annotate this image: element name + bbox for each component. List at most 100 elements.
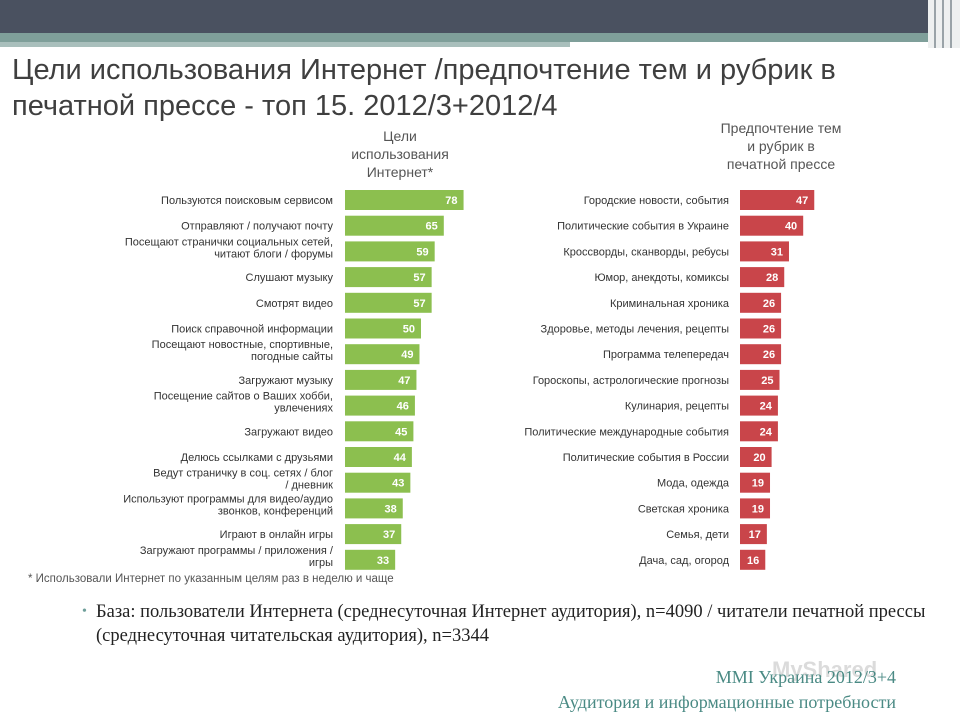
internet-bar (345, 498, 403, 519)
internet-bar (345, 524, 402, 545)
header-accent-stripe (0, 33, 960, 42)
internet-bar (345, 549, 396, 570)
internet-value-label: 33 (377, 555, 389, 567)
bullet-icon: • (82, 604, 87, 619)
header-accent-stripe-light (0, 42, 570, 47)
press-bar (740, 292, 782, 313)
header-divider (570, 44, 888, 47)
internet-value-label: 78 (445, 195, 457, 207)
press-value-label: 24 (760, 401, 773, 413)
press-category-label: Мода, одежда (657, 478, 730, 490)
right-chart-heading: Предпочтение тем и рубрик в печатной пре… (720, 120, 842, 172)
press-category-label: Кулинария, рецепты (625, 401, 729, 413)
internet-bar (345, 447, 412, 467)
internet-bar (345, 421, 414, 442)
sample-base-note: • База: пользователи Интернета (среднесу… (82, 600, 926, 648)
internet-value-label: 65 (426, 221, 438, 233)
press-value-label: 26 (763, 324, 775, 336)
press-category-label: Гороскопы, астрологические прогнозы (533, 375, 729, 387)
press-bar (740, 421, 778, 442)
internet-value-label: 57 (413, 272, 425, 284)
internet-bar (345, 292, 432, 313)
press-category-label: Юмор, анекдоты, комиксы (595, 272, 730, 284)
sample-base-text: База: пользователи Интернета (среднесуто… (96, 602, 926, 646)
internet-category-label: Загружают музыку (238, 375, 333, 387)
internet-value-label: 38 (385, 503, 397, 515)
internet-bar (345, 241, 435, 262)
watermark-logo: MyShared (772, 657, 878, 682)
internet-value-label: 49 (401, 349, 413, 361)
press-category-label: Светская хроника (638, 503, 730, 515)
press-value-label: 25 (761, 375, 773, 387)
press-bar (740, 318, 782, 339)
press-bar (740, 267, 785, 288)
internet-value-label: 37 (383, 529, 395, 541)
internet-bar (345, 472, 411, 493)
press-value-label: 31 (771, 246, 783, 258)
bar-charts: 78 Пользуются поисковым сервисом 65 Отправл… (123, 190, 815, 570)
header-bar (0, 0, 960, 33)
press-value-label: 28 (766, 272, 778, 284)
internet-bar (345, 318, 421, 339)
press-value-label: 19 (752, 503, 764, 515)
press-bar (740, 241, 789, 262)
press-value-label: 24 (760, 426, 773, 438)
press-bar (740, 549, 766, 570)
chart-footnote: * Использовали Интернет по указанным цел… (28, 573, 394, 585)
internet-value-label: 46 (397, 401, 409, 413)
press-value-label: 40 (785, 221, 797, 233)
internet-value-label: 57 (413, 298, 425, 310)
internet-value-label: 43 (392, 478, 404, 490)
press-value-label: 26 (763, 349, 775, 361)
press-category-label: Политические международные события (524, 426, 729, 438)
internet-bar (345, 190, 464, 210)
press-category-label: Кроссворды, сканворды, ребусы (563, 246, 729, 258)
press-bar (740, 447, 772, 467)
internet-category-label: Смотрят видео (256, 298, 333, 310)
internet-category-label: Играют в онлайн игры (220, 529, 333, 541)
internet-category-label: Поиск справочной информации (171, 324, 333, 336)
press-category-label: Политические события в России (563, 452, 729, 464)
internet-category-label: Посещают новостные, спортивные, погодные … (152, 339, 333, 363)
internet-value-label: 59 (416, 246, 428, 258)
press-bar (740, 524, 767, 545)
press-category-label: Дача, сад, огород (639, 555, 729, 567)
press-category-label: Городские новости, события (584, 195, 729, 207)
internet-category-label: Ведут страничку в соц. сетях / блог / дне… (153, 468, 333, 492)
internet-bar (345, 369, 417, 390)
press-value-label: 20 (753, 452, 765, 464)
press-bar (740, 395, 778, 416)
internet-category-label: Делюсь ссылками с друзьями (181, 452, 333, 464)
internet-value-label: 45 (395, 426, 407, 438)
press-bar (740, 215, 804, 236)
press-category-label: Семья, дети (666, 529, 729, 541)
left-chart-heading: Цели использования Интернет* (351, 128, 449, 180)
press-bar (740, 498, 771, 519)
internet-value-label: 44 (394, 452, 407, 464)
footer-source: MMI Украина 2012/3+4 (715, 667, 896, 687)
internet-category-label: Слушают музыку (246, 272, 334, 284)
internet-category-label: Посещение сайтов о Ваших хобби, увлечения… (154, 391, 334, 415)
press-category-label: Политические события в Украине (557, 221, 729, 233)
internet-category-label: Загружают программы / приложения / игры (140, 545, 334, 569)
press-bar (740, 190, 815, 210)
press-bar (740, 344, 782, 365)
press-category-label: Здоровье, методы лечения, рецепты (541, 324, 730, 336)
press-value-label: 19 (752, 478, 764, 490)
internet-category-label: Отправляют / получают почту (181, 221, 333, 233)
internet-category-label: Пользуются поисковым сервисом (161, 195, 333, 207)
internet-bar (345, 344, 420, 365)
internet-value-label: 47 (398, 375, 410, 387)
internet-value-label: 50 (403, 324, 415, 336)
press-value-label: 26 (763, 298, 775, 310)
press-value-label: 17 (749, 529, 761, 541)
press-value-label: 47 (796, 195, 808, 207)
press-category-label: Криминальная хроника (610, 298, 730, 310)
internet-category-label: Загружают видео (244, 426, 333, 438)
press-category-label: Программа телепередач (603, 349, 729, 361)
footer-subtitle: Аудитория и информационные потребности (557, 692, 896, 712)
internet-category-label: Используют программы для видео/аудио звон… (123, 493, 333, 517)
press-bar (740, 369, 780, 390)
internet-bar (345, 395, 415, 416)
internet-bar (345, 267, 432, 288)
